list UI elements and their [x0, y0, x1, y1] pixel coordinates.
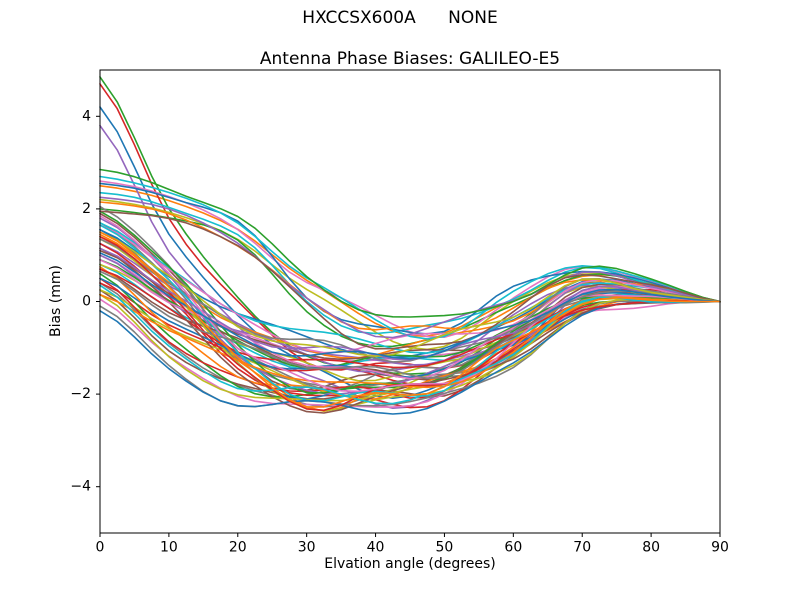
- series-line-60: [99, 252, 721, 360]
- x-tick-label: 80: [642, 540, 660, 556]
- x-tick-label: 90: [711, 540, 729, 556]
- x-tick-label: 10: [160, 540, 178, 556]
- x-tick-label: 50: [436, 540, 454, 556]
- x-tick-label: 40: [367, 540, 385, 556]
- series-line-56: [99, 215, 721, 393]
- series-line-44: [99, 196, 721, 339]
- y-tick-label: 0: [82, 294, 91, 310]
- series-line-55: [99, 210, 721, 350]
- series-line-39: [99, 175, 721, 340]
- series-line-40: [99, 277, 721, 379]
- x-axis-label: Elvation angle (degrees): [324, 556, 496, 572]
- x-tick-label: 70: [573, 540, 591, 556]
- y-tick-label: −2: [70, 386, 91, 402]
- series-line-51: [99, 293, 721, 389]
- series-line-19: [99, 191, 721, 335]
- x-tick-label: 60: [504, 540, 522, 556]
- series-line-28: [99, 289, 721, 398]
- y-axis-label: Bias (mm): [48, 264, 64, 338]
- series-line-58: [99, 231, 721, 358]
- series-line-57: [99, 270, 721, 380]
- series-line-52: [99, 168, 721, 318]
- series-line-26: [99, 298, 721, 408]
- x-tick-label: 30: [298, 540, 316, 556]
- series-line-61: [99, 231, 721, 408]
- figure-suptitle: HXCCSX600A NONE: [302, 8, 498, 28]
- series-line-36: [99, 224, 721, 354]
- x-tick-label: 0: [96, 540, 105, 556]
- series-line-48: [99, 293, 721, 402]
- y-tick-label: 4: [82, 108, 91, 124]
- series-line-20: [99, 182, 721, 335]
- series-line-54: [99, 247, 721, 361]
- y-tick-label: 2: [82, 201, 91, 217]
- y-tick-label: −4: [70, 479, 91, 495]
- x-tick-label: 20: [229, 540, 247, 556]
- chart-title: Antenna Phase Biases: GALILEO-E5: [259, 49, 561, 69]
